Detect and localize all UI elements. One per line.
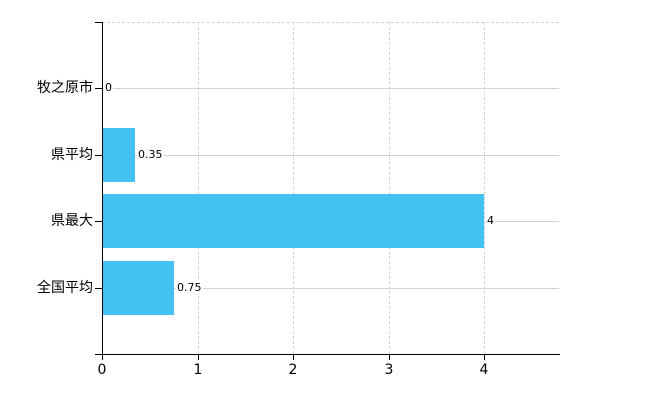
bar bbox=[103, 261, 174, 315]
bar-value-label: 0.35 bbox=[137, 148, 164, 162]
grid-line-vertical bbox=[293, 22, 294, 354]
y-axis-tick bbox=[95, 221, 102, 222]
grid-line-vertical bbox=[198, 22, 199, 354]
x-axis-tick bbox=[198, 355, 199, 360]
bar bbox=[103, 194, 484, 248]
x-tick-label: 0 bbox=[97, 362, 107, 378]
bar-value-label: 4 bbox=[486, 214, 495, 228]
y-axis-tick bbox=[95, 22, 102, 23]
grid-line-horizontal bbox=[102, 288, 559, 289]
y-axis bbox=[102, 22, 103, 355]
y-axis-tick bbox=[95, 155, 102, 156]
grid-line-horizontal bbox=[102, 155, 559, 156]
y-axis-tick bbox=[95, 288, 102, 289]
x-tick-label: 3 bbox=[384, 362, 394, 378]
x-axis-tick bbox=[102, 355, 103, 360]
grid-line-horizontal bbox=[102, 88, 559, 89]
x-axis bbox=[95, 354, 560, 355]
category-label: 県最大 bbox=[51, 213, 93, 229]
x-tick-label: 1 bbox=[193, 362, 203, 378]
category-label: 全国平均 bbox=[37, 280, 93, 296]
category-label: 牧之原市 bbox=[37, 80, 93, 96]
x-axis-tick bbox=[293, 355, 294, 360]
y-axis-tick bbox=[95, 88, 102, 89]
x-axis-tick bbox=[484, 355, 485, 360]
x-tick-label: 2 bbox=[288, 362, 298, 378]
plot-top-border bbox=[102, 22, 559, 23]
x-axis-tick bbox=[389, 355, 390, 360]
grid-line-vertical bbox=[389, 22, 390, 354]
grid-line-vertical bbox=[484, 22, 485, 354]
bar bbox=[103, 128, 135, 182]
bar-value-label: 0.75 bbox=[176, 281, 203, 295]
x-tick-label: 4 bbox=[479, 362, 489, 378]
category-label: 県平均 bbox=[51, 147, 93, 163]
bar-value-label: 0 bbox=[104, 81, 113, 95]
